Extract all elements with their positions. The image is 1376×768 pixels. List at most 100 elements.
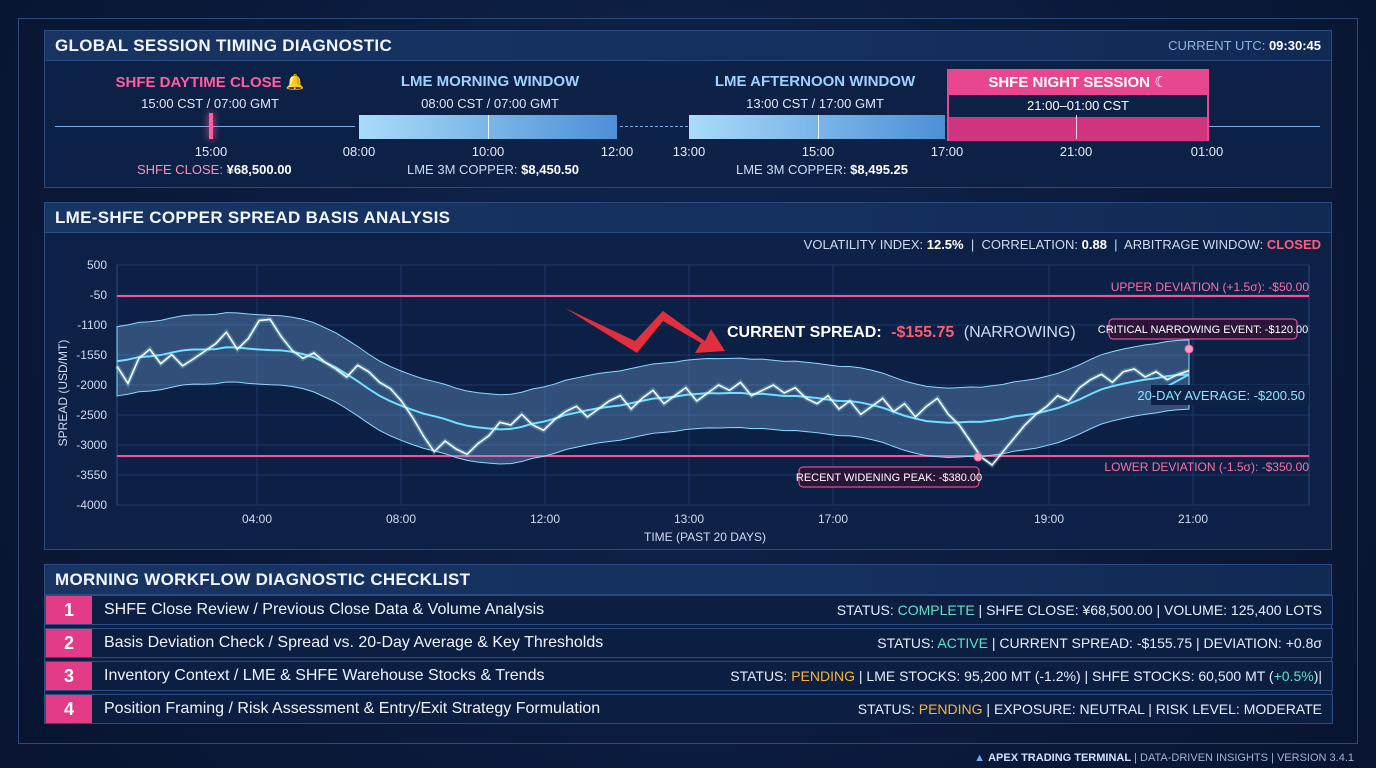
arb-label: ARBITRAGE WINDOW: (1124, 237, 1264, 252)
arb-value: CLOSED (1266, 237, 1321, 252)
y-tick-label: -1100 (77, 318, 107, 332)
status-detail: | SHFE CLOSE: ¥68,500.00 | VOLUME: 125,4… (978, 602, 1322, 618)
bar-divider (488, 115, 489, 139)
timeline-axis (1205, 126, 1320, 127)
y-tick-label: -3000 (76, 438, 107, 452)
item-task: SHFE Close Review / Previous Close Data … (104, 601, 545, 618)
x-tick-label: 19:00 (1034, 512, 1064, 526)
bollinger-band (116, 312, 1190, 465)
session-timing-title: GLOBAL SESSION TIMING DIAGNOSTIC (55, 35, 393, 55)
checklist-panel: MORNING WORKFLOW DIAGNOSTIC CHECKLIST 1 … (44, 564, 1333, 724)
spread-chart-header: LME-SHFE COPPER SPREAD BASIS ANALYSIS (45, 203, 1331, 233)
checklist-header: MORNING WORKFLOW DIAGNOSTIC CHECKLIST (45, 565, 1331, 595)
item-number: 4 (46, 695, 92, 723)
moon-icon: ☾ (1154, 74, 1168, 91)
footer-brand: APEX TRADING TERMINAL (988, 752, 1132, 764)
corr-label: CORRELATION: (981, 237, 1078, 252)
session-time: 21:00–01:00 CST (1027, 98, 1129, 113)
y-tick-label: -1550 (76, 348, 107, 362)
status-value: PENDING (918, 701, 983, 717)
tick-label: 15:00 (801, 144, 835, 159)
tick-label: 01:00 (1190, 144, 1224, 159)
price-label: LME 3M COPPER: (736, 162, 847, 177)
widening-peak-box (798, 466, 980, 488)
status-label: STATUS: (857, 701, 915, 717)
x-axis-label: TIME (PAST 20 DAYS) (644, 530, 766, 544)
shfe-close-price: SHFE CLOSE: ¥68,500.00 (137, 162, 292, 177)
current-spread-note: (NARROWING) (964, 324, 1076, 341)
session-lme-morning: LME MORNING WINDOW (400, 73, 580, 90)
outer-frame (18, 18, 1358, 744)
x-axis: 04:00 08:00 12:00 13:00 17:00 19:00 21:00 (242, 512, 1208, 526)
item-status: STATUS: PENDING | EXPOSURE: NEUTRAL | RI… (858, 701, 1322, 717)
current-utc: CURRENT UTC: 09:30:45 (1168, 38, 1321, 53)
status-detail: | LME STOCKS: 95,200 MT (-1.2%) | SHFE S… (858, 668, 1274, 684)
spread-line (116, 318, 1190, 467)
lme-morning-price: LME 3M COPPER: $8,450.50 (407, 162, 579, 177)
current-spread-value: -$155.75 (891, 324, 954, 341)
widening-peak-label: RECENT WIDENING PEAK: -$380.00 (796, 472, 982, 484)
session-name: SHFE DAYTIME CLOSE (115, 74, 282, 91)
current-spread: CURRENT SPREAD: -$155.75 (NARROWING) (727, 324, 1076, 341)
timeline-axis (55, 126, 355, 127)
y-axis: 500 -50 -1100 -1550 -2000 -2500 -3000 -3550 -400… (76, 258, 107, 512)
status-value: PENDING (791, 668, 855, 684)
x-tick-label: 04:00 (242, 512, 272, 526)
checklist-title: MORNING WORKFLOW DIAGNOSTIC CHECKLIST (55, 569, 471, 589)
status-value: COMPLETE (897, 602, 975, 618)
item-task: Inventory Context / LME & SHFE Warehouse… (104, 667, 545, 684)
critical-event-label: CRITICAL NARROWING EVENT: -$120.00 (1098, 324, 1308, 336)
price-value: $8,450.50 (521, 162, 579, 177)
item-number: 1 (46, 596, 92, 624)
session-shfe-daytime-close: SHFE DAYTIME CLOSE 🔔 (115, 73, 305, 91)
status-detail: | CURRENT SPREAD: -$155.75 | DEVIATION: … (991, 635, 1322, 651)
vol-label: VOLATILITY INDEX: (803, 237, 924, 252)
footer: ▲ APEX TRADING TERMINAL | DATA-DRIVEN IN… (974, 752, 1354, 764)
apex-logo-icon: ▲ (974, 752, 986, 764)
utc-label: CURRENT UTC: (1168, 38, 1266, 53)
session-name: SHFE NIGHT SESSION (988, 74, 1151, 91)
item-number: 2 (46, 629, 92, 657)
item-status: STATUS: COMPLETE | SHFE CLOSE: ¥68,500.0… (837, 602, 1322, 618)
spread-chart-title: LME-SHFE COPPER SPREAD BASIS ANALYSIS (55, 207, 451, 227)
tick-label: 08:00 (342, 144, 376, 159)
session-time: 08:00 CST / 07:00 GMT (421, 96, 559, 111)
timeline-gap (620, 126, 688, 127)
checklist-item-3[interactable]: 3 Inventory Context / LME & SHFE Warehou… (45, 661, 1333, 691)
bar-divider (818, 115, 819, 139)
critical-event-point (1184, 344, 1194, 354)
utc-value: 09:30:45 (1268, 38, 1321, 53)
session-time: 15:00 CST / 07:00 GMT (141, 96, 279, 111)
lme-afternoon-price: LME 3M COPPER: $8,495.25 (736, 162, 908, 177)
chart-grid (116, 264, 1310, 506)
status-value: ACTIVE (937, 635, 988, 651)
y-tick-label: 500 (87, 258, 107, 272)
x-tick-label: 13:00 (674, 512, 704, 526)
x-tick-label: 12:00 (530, 512, 560, 526)
shfe-night-session: SHFE NIGHT SESSION ☾ 21:00–01:00 CST (947, 69, 1209, 141)
status-detail-change: +0.5% (1273, 668, 1314, 684)
y-axis-label: SPREAD (USD/MT) (56, 340, 70, 447)
current-spread-label: CURRENT SPREAD: (727, 324, 882, 341)
lower-deviation-label: LOWER DEVIATION (-1.5σ): -$350.00 (1104, 460, 1309, 474)
tick-label: 21:00 (1059, 144, 1093, 159)
upper-deviation-label: UPPER DEVIATION (+1.5σ): -$50.00 (1111, 280, 1310, 294)
price-label: LME 3M COPPER: (407, 162, 518, 177)
status-label: STATUS: (877, 635, 935, 651)
tick-label: 17:00 (930, 144, 964, 159)
x-tick-label: 08:00 (386, 512, 416, 526)
checklist-item-4[interactable]: 4 Position Framing / Risk Assessment & E… (45, 694, 1333, 724)
checklist-item-1[interactable]: 1 SHFE Close Review / Previous Close Dat… (45, 595, 1333, 625)
corr-value: 0.88 (1081, 237, 1107, 252)
item-number: 3 (46, 662, 92, 690)
session-lme-afternoon: LME AFTERNOON WINDOW (714, 73, 916, 90)
chart-series (114, 316, 1190, 469)
spread-chart: 500 -50 -1100 -1550 -2000 -2500 -3000 -3550 -400… (56, 258, 1310, 544)
y-tick-label: -4000 (76, 498, 107, 512)
average-label: 20-DAY AVERAGE: -$200.50 (1137, 388, 1305, 403)
shfe-close-marker (209, 113, 213, 139)
y-tick-label: -2500 (76, 408, 107, 422)
checklist-item-2[interactable]: 2 Basis Deviation Check / Spread vs. 20-… (45, 628, 1333, 658)
status-label: STATUS: (836, 602, 894, 618)
night-session-bar (949, 117, 1207, 141)
